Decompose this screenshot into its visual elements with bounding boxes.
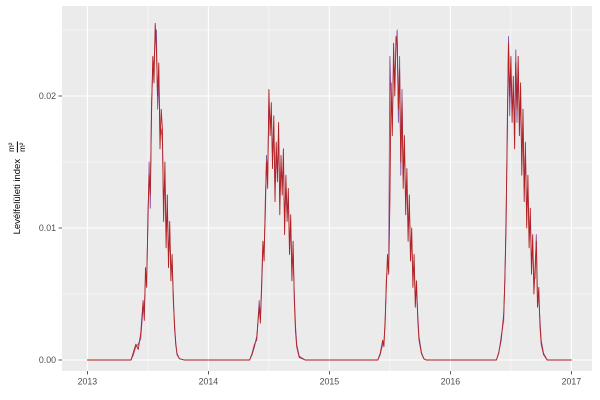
x-tick-label: 2014 bbox=[199, 377, 219, 387]
x-tick-labels: 2013 2014 2015 2016 2017 bbox=[78, 377, 582, 387]
series-line-red bbox=[86, 22, 572, 361]
y-tick-label: 0.00 bbox=[39, 355, 56, 365]
y-tick-label: 0.02 bbox=[39, 91, 56, 101]
x-tick-label: 2016 bbox=[441, 377, 461, 387]
y-tick-labels: 0.00 0.01 0.02 bbox=[39, 91, 56, 365]
y-axis-unit-numerator: m² bbox=[6, 141, 18, 153]
y-axis-title: Levélfelületi index m² m² bbox=[6, 141, 27, 235]
series-group bbox=[86, 22, 572, 361]
y-axis-unit-fraction: m² m² bbox=[6, 141, 27, 153]
y-tick-label: 0.01 bbox=[39, 223, 56, 233]
x-tick-label: 2015 bbox=[320, 377, 340, 387]
y-axis-unit-denominator: m² bbox=[17, 142, 27, 152]
plot-panel bbox=[62, 6, 592, 371]
axis-tick-marks bbox=[58, 95, 572, 375]
x-tick-label: 2017 bbox=[562, 377, 582, 387]
y-axis-title-text: Levélfelületi index bbox=[11, 158, 23, 235]
x-tick-label: 2013 bbox=[78, 377, 98, 387]
major-gridlines bbox=[62, 6, 592, 371]
